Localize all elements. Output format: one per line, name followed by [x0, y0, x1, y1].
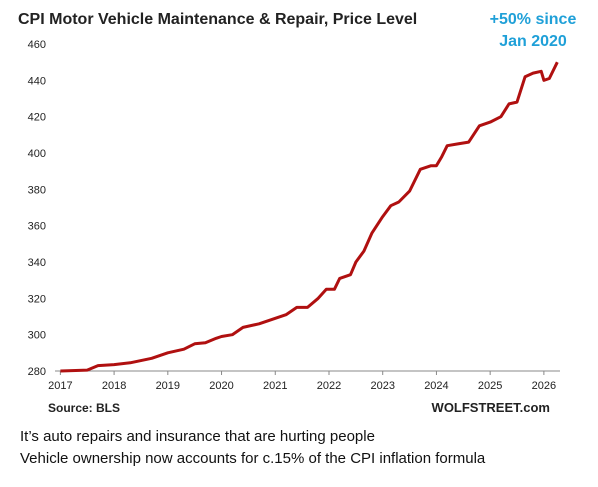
y-tick-label: 300: [28, 330, 46, 342]
chart-title: CPI Motor Vehicle Maintenance & Repair, …: [18, 11, 417, 28]
y-tick-label: 340: [28, 257, 46, 269]
x-tick-label: 2017: [48, 380, 72, 392]
x-tick-label: 2021: [263, 380, 287, 392]
y-tick-label: 360: [28, 221, 46, 233]
x-tick-label: 2020: [209, 380, 233, 392]
x-tick-label: 2025: [478, 380, 502, 392]
source: Source: BLS: [48, 401, 120, 415]
annotation: Jan 2020: [499, 33, 567, 50]
y-tick-label: 280: [28, 366, 46, 378]
x-tick-label: 2018: [102, 380, 126, 392]
annotation: +50% since: [490, 11, 577, 28]
watermark: WOLFSTREET.com: [432, 400, 550, 415]
chart: CPI Motor Vehicle Maintenance & Repair, …: [18, 11, 577, 415]
caption-line: Vehicle ownership now accounts for c.15%…: [20, 450, 486, 467]
y-tick-label: 420: [28, 112, 46, 124]
x-tick-label: 2024: [424, 380, 448, 392]
x-tick-label: 2019: [156, 380, 180, 392]
series-line: [60, 61, 559, 373]
y-tick-label: 460: [28, 39, 46, 51]
caption-line: It’s auto repairs and insurance that are…: [20, 428, 375, 445]
x-tick-label: 2026: [532, 380, 556, 392]
y-tick-label: 320: [28, 293, 46, 305]
y-tick-label: 380: [28, 184, 46, 196]
x-tick-label: 2023: [370, 380, 394, 392]
x-tick-label: 2022: [317, 380, 341, 392]
y-tick-label: 440: [28, 75, 46, 87]
y-tick-label: 400: [28, 148, 46, 160]
